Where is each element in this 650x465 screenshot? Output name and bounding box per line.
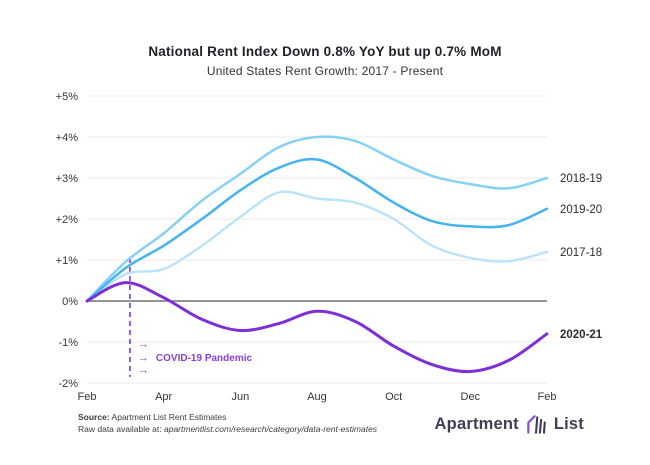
y-axis-label: -1%: [58, 337, 78, 349]
legend-label-2018-19: 2018-19: [560, 173, 602, 185]
series-line-2020-21: [85, 281, 549, 374]
arrow-right-icon: →: [138, 352, 149, 364]
chart-subtitle: United States Rent Growth: 2017 - Presen…: [206, 64, 444, 78]
logo-word-apartment: Apartment: [434, 414, 519, 433]
apartment-list-house-icon: [527, 414, 546, 434]
source-note: Source: Apartment List Rent Estimates Ra…: [78, 411, 377, 435]
x-axis-label: Oct: [385, 391, 402, 403]
covid-annotation-label: COVID-19 Pandemic: [156, 353, 253, 364]
legend-label-2019-20: 2019-20: [560, 204, 602, 216]
raw-data-url[interactable]: apartmentlist.com/research/category/data…: [164, 424, 378, 434]
x-axis-label: Apr: [155, 391, 172, 403]
series-line-2018-19: [85, 135, 549, 303]
legend-label-2017-18: 2017-18: [560, 247, 602, 259]
y-axis-label: +3%: [56, 173, 79, 185]
apartment-list-logo: Apartment List: [435, 410, 584, 438]
arrow-right-icon: →: [138, 364, 149, 376]
arrow-right-icon: →: [138, 339, 149, 351]
source-text: Apartment List Rent Estimates: [109, 412, 227, 422]
y-axis-label: -2%: [58, 378, 78, 390]
chart-title: National Rent Index Down 0.8% YoY but up…: [148, 44, 502, 59]
legend-label-2020-21: 2020-21: [560, 329, 603, 341]
logo-word-list: List: [553, 414, 584, 433]
y-axis-label: +2%: [56, 214, 79, 226]
series-line-2019-20: [85, 157, 549, 303]
y-axis-label: +1%: [56, 255, 79, 267]
y-axis-label: +5%: [56, 91, 79, 103]
x-axis-label: Aug: [307, 391, 327, 403]
y-axis-label: 0%: [62, 296, 78, 308]
source-label: Source:: [78, 412, 110, 422]
raw-data-label: Raw data available at:: [78, 424, 164, 434]
source-line: Source: Apartment List Rent Estimates: [78, 411, 377, 423]
x-axis-label: Dec: [461, 391, 481, 403]
raw-data-line: Raw data available at: apartmentlist.com…: [78, 423, 377, 435]
series-line-2017-18: [85, 190, 549, 303]
x-axis-label: Jun: [231, 391, 249, 403]
y-axis-label: +4%: [56, 132, 79, 144]
x-axis-label: Feb: [538, 391, 557, 403]
x-axis-label: Feb: [78, 391, 97, 403]
